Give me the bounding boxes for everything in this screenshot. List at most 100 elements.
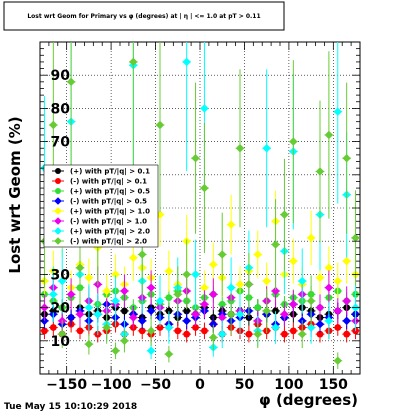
data-point xyxy=(209,290,218,299)
data-point xyxy=(262,276,271,286)
legend-label: (+) with pT/|q| > 0.1 xyxy=(70,168,150,177)
x-tick-label: −100 xyxy=(91,377,132,393)
data-point xyxy=(351,233,360,243)
footer-timestamp: Tue May 15 10:10:29 2018 xyxy=(4,402,137,412)
data-point xyxy=(298,276,307,286)
data-point xyxy=(209,260,218,269)
y-axis-title: Lost wrt Geom (%) xyxy=(6,116,24,273)
data-point xyxy=(111,270,120,279)
data-point xyxy=(138,316,147,326)
x-tick-label: 150 xyxy=(319,377,348,393)
data-point xyxy=(120,336,129,345)
data-point xyxy=(226,220,236,229)
data-point xyxy=(271,323,280,332)
data-point xyxy=(200,104,209,113)
data-point xyxy=(138,250,147,259)
data-point xyxy=(75,310,85,319)
legend-entry: (-) with pT/|q| > 0.5 xyxy=(52,197,147,207)
data-point xyxy=(342,296,351,306)
y-tick-label: 90 xyxy=(51,68,71,84)
data-point xyxy=(102,286,111,296)
data-point xyxy=(298,329,307,339)
x-axis-title: φ (degrees) xyxy=(259,391,358,409)
data-point xyxy=(121,307,128,315)
legend-label: (-) with pT/|q| > 2.0 xyxy=(70,238,147,247)
data-point xyxy=(41,327,48,335)
legend-marker xyxy=(54,217,62,225)
data-point xyxy=(342,256,351,266)
data-point xyxy=(66,77,76,87)
data-point xyxy=(218,313,227,322)
data-point xyxy=(165,307,173,315)
data-point xyxy=(324,283,334,292)
data-point xyxy=(281,330,288,338)
legend-entry: (-) with pT/|q| > 1.0 xyxy=(52,217,147,227)
legend: (+) with pT/|q| > 0.1(-) with pT/|q| > 0… xyxy=(43,164,159,248)
data-point xyxy=(342,154,351,163)
data-point xyxy=(272,307,279,315)
x-tick-label: 0 xyxy=(195,377,205,393)
legend-marker xyxy=(55,188,61,194)
legend-entry: (-) with pT/|q| > 2.0 xyxy=(52,237,147,247)
data-point xyxy=(129,253,138,262)
legend-marker xyxy=(54,207,62,215)
data-point xyxy=(254,304,262,311)
data-point xyxy=(262,144,271,153)
data-point xyxy=(333,356,342,365)
data-point xyxy=(182,270,191,279)
grid-layer xyxy=(40,42,360,374)
data-point xyxy=(191,270,200,279)
data-point xyxy=(49,324,57,331)
data-point xyxy=(253,329,262,339)
data-point xyxy=(262,306,271,316)
data-point xyxy=(75,263,85,272)
data-point xyxy=(218,250,227,259)
data-point xyxy=(200,183,209,193)
data-point xyxy=(289,137,298,146)
data-point xyxy=(209,333,218,342)
legend-marker xyxy=(54,237,62,245)
x-tick-label: 100 xyxy=(274,377,303,393)
legend-entry: (+) with pT/|q| > 0.5 xyxy=(52,188,150,197)
data-point xyxy=(146,283,156,292)
legend-entry: (+) with pT/|q| > 0.1 xyxy=(52,168,150,177)
x-tick-label: 50 xyxy=(235,377,255,393)
data-point xyxy=(165,294,173,302)
legend-label: (-) with pT/|q| > 0.5 xyxy=(70,198,147,207)
data-point xyxy=(333,276,342,286)
data-point xyxy=(226,283,236,292)
data-point xyxy=(200,300,209,309)
legend-entry: (-) with pT/|q| > 0.1 xyxy=(52,178,147,187)
data-point xyxy=(76,327,84,335)
data-point xyxy=(120,286,129,296)
data-point xyxy=(218,300,226,308)
data-point xyxy=(146,326,156,336)
data-point xyxy=(324,316,334,326)
legend-label: (-) with pT/|q| > 0.1 xyxy=(70,178,147,187)
legend-marker xyxy=(55,168,61,174)
data-point xyxy=(164,349,174,359)
data-point xyxy=(289,327,297,335)
chart-title: Lost wrt Geom for Primary vs φ (degrees)… xyxy=(27,13,260,20)
x-tick-label: −50 xyxy=(140,377,171,393)
data-point xyxy=(333,306,342,316)
title-box xyxy=(3,1,285,31)
data-point xyxy=(218,329,227,339)
data-point xyxy=(173,290,182,299)
data-point xyxy=(253,250,262,259)
data-point xyxy=(49,290,58,299)
data-point xyxy=(84,339,94,349)
data-point xyxy=(226,310,236,319)
data-point xyxy=(306,296,316,306)
data-point xyxy=(200,283,209,292)
data-point xyxy=(271,286,280,296)
data-point xyxy=(111,346,120,355)
data-point xyxy=(111,296,120,306)
data-point xyxy=(164,266,174,276)
data-point xyxy=(235,310,245,319)
legend-label: (+) with pT/|q| > 2.0 xyxy=(70,228,150,237)
data-point xyxy=(280,310,289,319)
data-point xyxy=(343,330,351,338)
data-point xyxy=(324,263,334,272)
